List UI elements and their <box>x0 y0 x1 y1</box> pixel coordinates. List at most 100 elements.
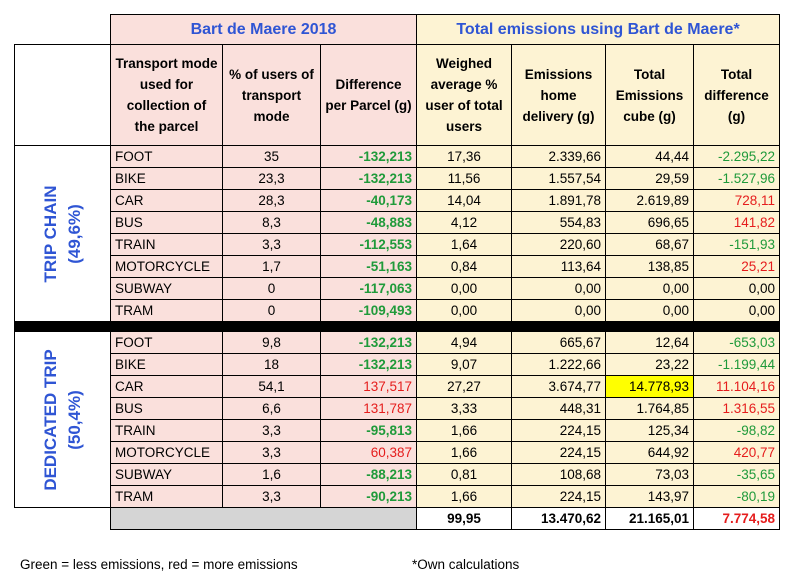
cell-mode: MOTORCYCLE <box>110 255 223 278</box>
col-header-mode: Transport mode used for collection of th… <box>110 44 223 146</box>
column-header-row: Transport mode used for collection of th… <box>14 44 780 146</box>
cell-emissions-home: 224,15 <box>511 419 606 442</box>
cell-emissions-home: 1.891,78 <box>511 189 606 212</box>
total-difference: 7.774,58 <box>693 507 780 530</box>
cell-weighed: 1,66 <box>416 419 512 442</box>
table-row: CAR 28,3 -40,173 14,04 1.891,78 2.619,89 728,1… <box>15 189 780 212</box>
cell-weighed: 11,56 <box>416 167 512 190</box>
cell-emissions-home: 0,00 <box>511 299 606 322</box>
cell-percent: 28,3 <box>222 189 321 212</box>
cell-difference: -112,553 <box>320 233 417 256</box>
cell-weighed: 0,84 <box>416 255 512 278</box>
cell-emissions-home: 3.674,77 <box>511 375 606 398</box>
cell-difference: 131,787 <box>320 397 417 420</box>
cell-emissions-cube: 23,22 <box>605 353 694 376</box>
table-row: SUBWAY 1,6 -88,213 0,81 108,68 73,03 -35,65 <box>15 463 780 486</box>
section-label-cell: DEDICATED TRIP (50,4%) <box>14 331 111 508</box>
cell-mode: MOTORCYCLE <box>110 441 223 464</box>
cell-total-difference: -1.527,96 <box>693 167 780 190</box>
cell-emissions-cube: 1.764,85 <box>605 397 694 420</box>
cell-emissions-cube: 2.619,89 <box>605 189 694 212</box>
cell-difference: -51,163 <box>320 255 417 278</box>
cell-mode: TRAM <box>110 485 223 508</box>
total-emissions-home: 13.470,62 <box>511 507 606 530</box>
cell-total-difference: -653,03 <box>693 331 780 354</box>
cell-mode: TRAIN <box>110 233 223 256</box>
cell-weighed: 9,07 <box>416 353 512 376</box>
totals-row: 99,95 13.470,62 21.165,01 7.774,58 <box>14 507 780 530</box>
cell-weighed: 0,00 <box>416 299 512 322</box>
cell-difference: -132,213 <box>320 331 417 354</box>
own-calculations-note: *Own calculations <box>412 557 520 572</box>
table-row: BIKE 23,3 -132,213 11,56 1.557,54 29,59 -1.527… <box>15 167 780 190</box>
cell-emissions-home: 665,67 <box>511 331 606 354</box>
col-header-percent: % of users of transport mode <box>222 44 321 146</box>
cell-total-difference: 1.316,55 <box>693 397 780 420</box>
cell-emissions-home: 554,83 <box>511 211 606 234</box>
cell-mode: FOOT <box>110 145 223 168</box>
table-row: MOTORCYCLE 1,7 -51,163 0,84 113,64 138,85 25,2… <box>15 255 780 278</box>
cell-emissions-cube: 138,85 <box>605 255 694 278</box>
section-share: (49,6%) <box>64 203 84 264</box>
cell-total-difference: -98,82 <box>693 419 780 442</box>
cell-weighed: 1,64 <box>416 233 512 256</box>
cell-percent: 54,1 <box>222 375 321 398</box>
section-label: DEDICATED TRIP (50,4%) <box>39 349 87 490</box>
cell-difference: -109,493 <box>320 299 417 322</box>
cell-percent: 3,3 <box>222 485 321 508</box>
cell-weighed: 3,33 <box>416 397 512 420</box>
cell-emissions-home: 2.339,66 <box>511 145 606 168</box>
cell-weighed: 4,94 <box>416 331 512 354</box>
cell-mode: TRAIN <box>110 419 223 442</box>
cell-mode: BUS <box>110 397 223 420</box>
cell-emissions-home: 113,64 <box>511 255 606 278</box>
group-header-bart: Bart de Maere 2018 <box>110 14 417 45</box>
cell-mode: SUBWAY <box>110 463 223 486</box>
table-row: TRAIN 3,3 -95,813 1,66 224,15 125,34 -98,82 <box>15 419 780 442</box>
cell-emissions-cube: 696,65 <box>605 211 694 234</box>
cell-weighed: 0,00 <box>416 277 512 300</box>
cell-total-difference: 728,11 <box>693 189 780 212</box>
cell-emissions-cube: 143,97 <box>605 485 694 508</box>
cell-emissions-cube: 44,44 <box>605 145 694 168</box>
cell-mode: FOOT <box>110 331 223 354</box>
table-row: TRIP CHAIN (49,6%) FOOT 35 -132,213 17,36 2.33… <box>14 145 780 322</box>
cell-percent: 35 <box>222 145 321 168</box>
cell-total-difference: -1.199,44 <box>693 353 780 376</box>
cell-total-difference: -80,19 <box>693 485 780 508</box>
section-title: DEDICATED TRIP <box>40 348 60 491</box>
cell-emissions-cube: 73,03 <box>605 463 694 486</box>
section-share: (50,4%) <box>64 389 84 450</box>
cell-total-difference: 25,21 <box>693 255 780 278</box>
col-header-difference: Difference per Parcel (g) <box>320 44 417 146</box>
cell-total-difference: 0,00 <box>693 299 780 322</box>
section-label-cell: TRIP CHAIN (49,6%) <box>14 145 111 322</box>
cell-difference: -88,213 <box>320 463 417 486</box>
cell-difference: 137,517 <box>320 375 417 398</box>
cell-emissions-cube: 125,34 <box>605 419 694 442</box>
cell-weighed: 0,81 <box>416 463 512 486</box>
cell-emissions-home: 224,15 <box>511 485 606 508</box>
cell-percent: 18 <box>222 353 321 376</box>
section-title: TRIP CHAIN <box>40 185 60 282</box>
cell-difference: -132,213 <box>320 353 417 376</box>
cell-percent: 0 <box>222 299 321 322</box>
cell-emissions-home: 1.557,54 <box>511 167 606 190</box>
cell-emissions-cube: 0,00 <box>605 277 694 300</box>
cell-percent: 3,3 <box>222 441 321 464</box>
cell-total-difference: 420,77 <box>693 441 780 464</box>
cell-emissions-cube: 68,67 <box>605 233 694 256</box>
cell-difference: -132,213 <box>320 145 417 168</box>
cell-emissions-home: 108,68 <box>511 463 606 486</box>
cell-mode: TRAM <box>110 299 223 322</box>
col-header-emissions-home: Emissions home delivery (g) <box>511 44 606 146</box>
cell-weighed: 1,66 <box>416 485 512 508</box>
cell-emissions-cube: 29,59 <box>605 167 694 190</box>
cell-mode: CAR <box>110 375 223 398</box>
cell-difference: -132,213 <box>320 167 417 190</box>
cell-percent: 0 <box>222 277 321 300</box>
section-separator <box>14 321 780 332</box>
cell-difference: -90,213 <box>320 485 417 508</box>
cell-mode: BIKE <box>110 167 223 190</box>
section-label: TRIP CHAIN (49,6%) <box>39 185 87 282</box>
